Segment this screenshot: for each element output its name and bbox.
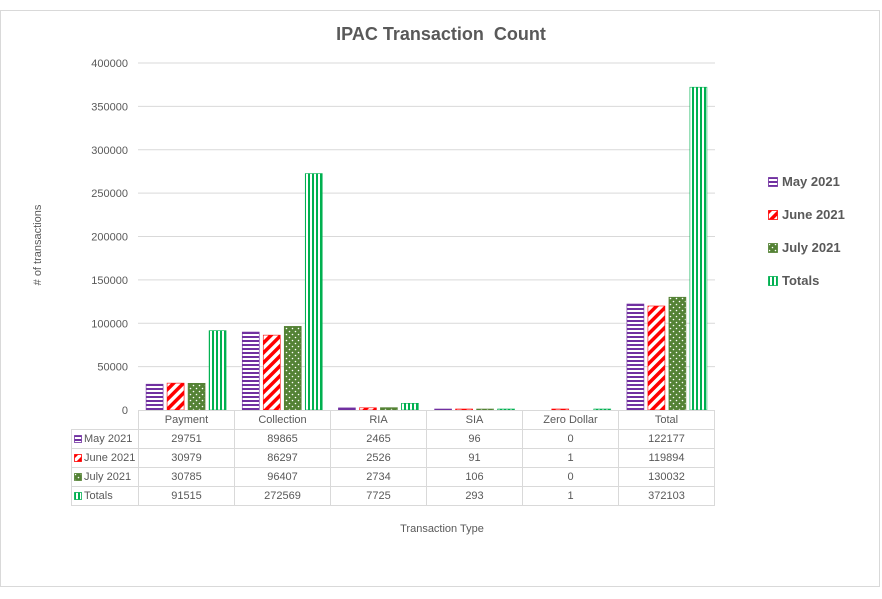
legend-item: Totals <box>768 264 845 297</box>
bar-may-2021-collection <box>241 331 260 411</box>
table-row: Totals 91515 272569 7725 293 1 372103 <box>71 486 715 506</box>
legend-item: May 2021 <box>768 165 845 198</box>
table-cell: 29751 <box>138 429 235 449</box>
legend-swatch <box>768 209 778 220</box>
table-cell: 272569 <box>234 486 331 506</box>
table-cell: 106 <box>426 467 523 487</box>
legend-item: July 2021 <box>768 231 845 264</box>
legend-swatch <box>74 435 82 443</box>
bar-may-2021-payment <box>145 383 164 411</box>
table-cell: 2734 <box>330 467 427 487</box>
legend-label: Totals <box>782 273 820 288</box>
table-cell: 89865 <box>234 429 331 449</box>
table-cell: 1 <box>522 486 619 506</box>
y-tick-label: 200000 <box>91 232 128 244</box>
legend: May 2021 June 2021 July 2021 Totals <box>768 165 845 297</box>
table-row-header: July 2021 <box>71 467 139 487</box>
y-tick-label: 150000 <box>91 275 128 287</box>
bar-totals-collection <box>304 173 323 411</box>
table-cell: 91515 <box>138 486 235 506</box>
y-tick-label: 50000 <box>97 362 128 374</box>
table-corner <box>71 410 139 430</box>
table-column-header: RIA <box>330 410 427 430</box>
chart-title: IPAC Transaction Count <box>336 24 546 44</box>
bar-totals-ria <box>401 402 419 411</box>
table-cell: 91 <box>426 448 523 468</box>
y-tick-label: 250000 <box>91 188 128 200</box>
table-column-header: Collection <box>234 410 331 430</box>
legend-swatch <box>74 454 82 462</box>
legend-swatch <box>74 492 82 500</box>
table-cell: 96407 <box>234 467 331 487</box>
legend-swatch <box>768 275 778 286</box>
bar-june-2021-collection <box>262 334 281 411</box>
table-cell: 293 <box>426 486 523 506</box>
y-tick-label: 300000 <box>91 145 128 157</box>
bar-totals-total <box>689 86 708 411</box>
bar-july-2021-payment <box>187 382 206 411</box>
table-cell: 30979 <box>138 448 235 468</box>
table-cell: 0 <box>522 467 619 487</box>
y-tick-label: 350000 <box>91 101 128 113</box>
table-column-header: Zero Dollar <box>522 410 619 430</box>
table-cell: 122177 <box>618 429 715 449</box>
legend-label: May 2021 <box>782 174 840 189</box>
x-axis-label: Transaction Type <box>400 523 484 535</box>
table-cell: 86297 <box>234 448 331 468</box>
bar-july-2021-collection <box>283 326 302 411</box>
table-cell: 2465 <box>330 429 427 449</box>
table-cell: 372103 <box>618 486 715 506</box>
table-cell: 2526 <box>330 448 427 468</box>
legend-swatch <box>768 176 778 187</box>
bar-may-2021-total <box>626 303 645 411</box>
y-tick-label: 400000 <box>91 58 128 70</box>
table-row-header: May 2021 <box>71 429 139 449</box>
legend-label: June 2021 <box>782 207 845 222</box>
table-cell: 7725 <box>330 486 427 506</box>
legend-swatch <box>74 473 82 481</box>
table-cell: 96 <box>426 429 523 449</box>
bar-july-2021-total <box>668 296 687 411</box>
table-column-header: Total <box>618 410 715 430</box>
bar-totals-payment <box>208 330 227 411</box>
table-row: July 2021 30785 96407 2734 106 0 130032 <box>71 467 715 487</box>
bar-june-2021-total <box>647 305 666 411</box>
bar-june-2021-ria <box>359 407 377 411</box>
table-cell: 119894 <box>618 448 715 468</box>
legend-item: June 2021 <box>768 198 845 231</box>
table-cell: 0 <box>522 429 619 449</box>
table-column-header: SIA <box>426 410 523 430</box>
legend-label: July 2021 <box>782 240 841 255</box>
y-tick-label: 100000 <box>91 318 128 330</box>
table-cell: 30785 <box>138 467 235 487</box>
legend-swatch <box>768 242 778 253</box>
table-cell: 1 <box>522 448 619 468</box>
table-cell: 130032 <box>618 467 715 487</box>
table-row-header: Totals <box>71 486 139 506</box>
table-row: June 2021 30979 86297 2526 91 1 119894 <box>71 448 715 468</box>
bar-june-2021-payment <box>166 382 185 411</box>
table-row-header: June 2021 <box>71 448 139 468</box>
table-row: May 2021 29751 89865 2465 96 0 122177 <box>71 429 715 449</box>
data-table: Payment Collection RIA SIA Zero Dollar Total … <box>71 410 715 506</box>
table-column-header: Payment <box>138 410 235 430</box>
bar-may-2021-ria <box>338 407 356 411</box>
